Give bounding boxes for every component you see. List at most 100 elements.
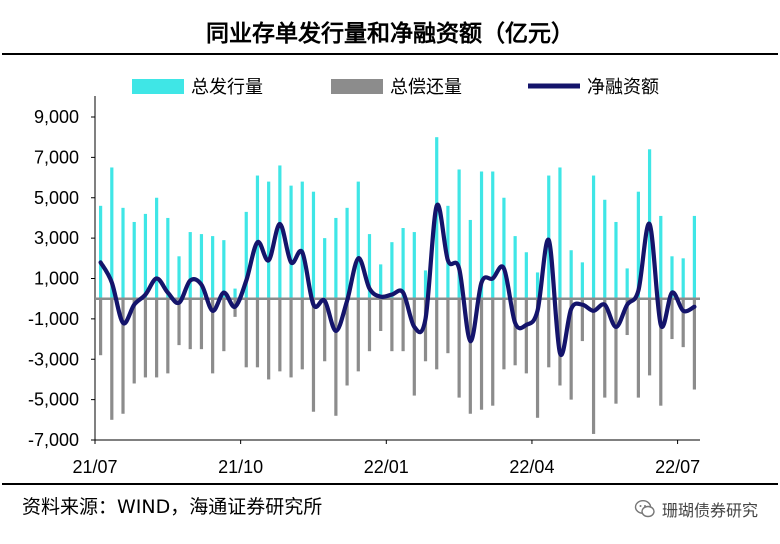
issuance-bar xyxy=(625,268,629,299)
redemption-bar xyxy=(379,298,383,331)
y-tick-label: -1,000 xyxy=(28,309,79,329)
issuance-bar xyxy=(278,165,282,299)
redemption-bar xyxy=(647,298,652,376)
issuance-bar xyxy=(457,169,461,299)
issuance-bar xyxy=(155,197,159,299)
issuance-bar xyxy=(289,185,293,299)
issuance-bar xyxy=(547,175,551,299)
issuance-bar xyxy=(132,221,136,299)
issuance-bar xyxy=(412,232,416,299)
redemption-bar xyxy=(267,298,271,380)
redemption-bar xyxy=(356,298,360,372)
y-tick-label: 3,000 xyxy=(34,228,79,248)
redemption-bar xyxy=(457,298,461,398)
redemption-bar xyxy=(211,298,215,374)
issuance-bar xyxy=(524,252,528,299)
issuance-bar xyxy=(614,221,618,299)
redemption-bar xyxy=(166,298,170,374)
y-tick-label: 7,000 xyxy=(34,147,79,167)
issuance-bar xyxy=(502,197,506,299)
redemption-bar xyxy=(244,298,248,368)
x-tick-label: 21/07 xyxy=(72,457,117,477)
issuance-bar xyxy=(110,167,114,299)
redemption-bar xyxy=(659,298,663,406)
y-axis: 9,000 7,000 5,000 3,000 1,000 -1,000 -3,000 -5,… xyxy=(28,96,96,450)
redemption-bar xyxy=(132,298,136,384)
redemption-bar xyxy=(334,298,338,416)
y-tick-label: 5,000 xyxy=(34,188,79,208)
legend: 总发行量 总偿还量 净融资额 xyxy=(132,77,659,98)
x-tick-label: 22/04 xyxy=(509,457,554,477)
issuance-bar xyxy=(401,228,405,299)
issuance-bar xyxy=(334,217,338,299)
y-tick-label: -5,000 xyxy=(28,390,79,410)
chart-title: 同业存单发行量和净融资额（亿元） xyxy=(206,20,574,47)
redemption-bar xyxy=(401,298,405,352)
issuance-bar xyxy=(143,213,148,299)
issuance-bar xyxy=(199,234,204,299)
redemption-bar xyxy=(547,298,551,368)
legend-swatch-redemption xyxy=(331,79,383,94)
issuance-bar xyxy=(636,191,640,299)
issuance-bar xyxy=(311,191,316,299)
redemption-bar xyxy=(435,298,439,370)
issuance-bar xyxy=(379,264,383,299)
redemption-bar xyxy=(188,298,192,350)
issuance-bar xyxy=(177,256,181,299)
x-tick-label: 22/07 xyxy=(655,457,700,477)
issuance-bar xyxy=(513,236,517,299)
issuance-bar xyxy=(267,181,271,299)
issuance-bar xyxy=(121,207,125,299)
legend-swatch-issuance xyxy=(132,79,184,94)
redemption-bar xyxy=(110,298,114,420)
issuance-bar xyxy=(345,207,349,299)
issuance-bar xyxy=(166,217,170,299)
redemption-bar xyxy=(614,298,618,404)
redemption-bar xyxy=(625,298,629,336)
redemption-bar xyxy=(323,298,327,362)
y-tick-label: -3,000 xyxy=(28,349,79,369)
issuance-bar xyxy=(535,272,540,299)
watermark-text: 珊瑚债券研究 xyxy=(661,501,758,520)
issuance-bar xyxy=(569,250,573,299)
redemption-bar xyxy=(311,298,316,412)
chart-area: 总发行量 总偿还量 净融资额 9,000 7,000 5,000 3,000 1,000… xyxy=(28,77,700,477)
redemption-bar xyxy=(255,298,260,368)
issuance-bar xyxy=(367,234,372,299)
issuance-bar xyxy=(233,288,237,299)
title-divider xyxy=(2,53,778,55)
redemption-bar xyxy=(367,298,372,352)
legend-label-issuance: 总发行量 xyxy=(191,77,263,98)
redemption-bar xyxy=(513,298,517,366)
legend-label-net: 净融资额 xyxy=(587,77,659,98)
issuance-bar xyxy=(681,258,685,299)
issuance-bars xyxy=(99,137,696,299)
issuance-bar xyxy=(591,175,596,299)
issuance-bar xyxy=(491,171,495,299)
issuance-bar xyxy=(558,167,562,299)
redemption-bar xyxy=(502,298,506,370)
redemption-bar xyxy=(591,298,596,434)
redemption-bar xyxy=(524,298,528,374)
issuance-bar xyxy=(479,171,484,299)
redemption-bar xyxy=(300,298,304,370)
issuance-bar xyxy=(300,181,304,299)
issuance-bar xyxy=(659,215,663,299)
legend-label-redemption: 总偿还量 xyxy=(390,77,462,98)
redemption-bar xyxy=(423,298,428,362)
redemption-bar xyxy=(155,298,159,378)
issuance-bar xyxy=(244,211,248,299)
issuance-bar xyxy=(580,262,584,299)
redemption-bar xyxy=(446,298,450,354)
issuance-bar xyxy=(255,175,260,299)
redemption-bar xyxy=(603,298,607,398)
source-note: 资料来源：WIND，海通证券研究所 xyxy=(22,496,323,518)
redemption-bar xyxy=(345,298,349,386)
issuance-bar xyxy=(423,270,428,299)
footer-divider xyxy=(2,483,778,485)
net-financing-line xyxy=(98,202,697,358)
redemption-bar xyxy=(535,298,540,418)
redemption-bar xyxy=(692,298,696,390)
wechat-icon xyxy=(634,499,655,518)
issuance-bar xyxy=(356,181,360,299)
